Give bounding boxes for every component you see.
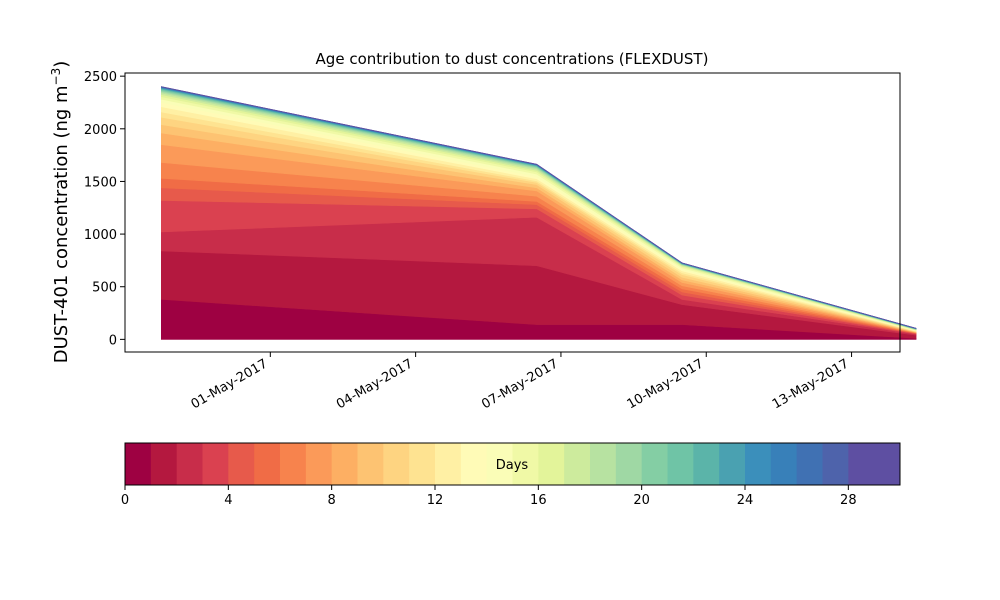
colorbar-swatch: [228, 443, 255, 485]
y-axis-label: DUST-401 concentration (ng m−3): [49, 61, 72, 364]
colorbar-tick-label: 24: [737, 493, 754, 508]
colorbar: 0 4 8 12 16 20 24 28: [121, 442, 901, 508]
colorbar-swatch: [564, 443, 591, 485]
y-tick-label: 2000: [84, 123, 117, 138]
colorbar-swatch: [641, 443, 668, 485]
colorbar-tick-label: 0: [121, 493, 129, 508]
colorbar-swatch: [305, 443, 333, 485]
colorbar-tick-label: 12: [427, 493, 444, 508]
colorbar-label: Days: [496, 458, 529, 473]
colorbar-swatch: [254, 443, 281, 485]
colorbar-swatch: [512, 443, 539, 485]
y-axis-label-close: ): [51, 61, 72, 68]
colorbar-swatch: [667, 443, 694, 485]
colorbar-swatch: [460, 443, 488, 485]
colorbar-tick-label: 8: [328, 493, 336, 508]
colorbar-swatch: [796, 443, 823, 485]
y-tick-label: 1500: [84, 175, 117, 190]
x-tick-label: 07-May-2017: [479, 356, 561, 412]
chart-title: Age contribution to dust concentrations …: [316, 50, 709, 68]
y-axis-label-text: DUST-401 concentration (ng m: [51, 85, 72, 363]
x-tick-label: 13-May-2017: [770, 356, 852, 412]
colorbar-swatch: [150, 443, 178, 485]
colorbar-swatch: [409, 443, 436, 485]
y-tick-label: 2500: [84, 70, 117, 85]
colorbar-swatch: [383, 443, 410, 485]
colorbar-swatch: [486, 443, 513, 485]
colorbar-swatch: [202, 443, 229, 485]
plot-frame: [124, 72, 901, 353]
y-axis-label-exponent: −3: [49, 68, 63, 86]
colorbar-swatch: [848, 443, 875, 485]
x-tick-label: 01-May-2017: [189, 356, 271, 412]
y-tick-label: 1000: [84, 228, 117, 243]
colorbar-swatch: [615, 443, 643, 485]
colorbar-tick-label: 20: [633, 493, 650, 508]
colorbar-tick-label: 28: [840, 493, 857, 508]
colorbar-swatch: [745, 443, 772, 485]
colorbar-swatch: [693, 443, 720, 485]
y-tick-label: 500: [92, 281, 117, 296]
area-layer-day-29: [161, 86, 917, 329]
colorbar-frame: [124, 442, 901, 486]
colorbar-swatch: [719, 443, 746, 485]
y-tick-label: 0: [109, 333, 117, 348]
colorbar-swatch: [435, 443, 462, 485]
colorbar-swatch: [280, 443, 307, 485]
colorbar-swatch: [538, 443, 565, 485]
colorbar-swatch: [874, 443, 901, 485]
x-tick-label: 10-May-2017: [625, 356, 707, 412]
colorbar-swatch: [125, 443, 152, 485]
colorbar-swatch: [770, 443, 798, 485]
colorbar-tick-label: 4: [224, 493, 232, 508]
colorbar-tick-label: 16: [530, 493, 547, 508]
colorbar-swatch: [822, 443, 849, 485]
colorbar-swatch: [357, 443, 384, 485]
area-layers: [161, 86, 917, 340]
colorbar-swatch: [331, 443, 358, 485]
x-tick-label: 04-May-2017: [334, 356, 416, 412]
colorbar-swatch: [176, 443, 203, 485]
colorbar-swatch: [590, 443, 617, 485]
